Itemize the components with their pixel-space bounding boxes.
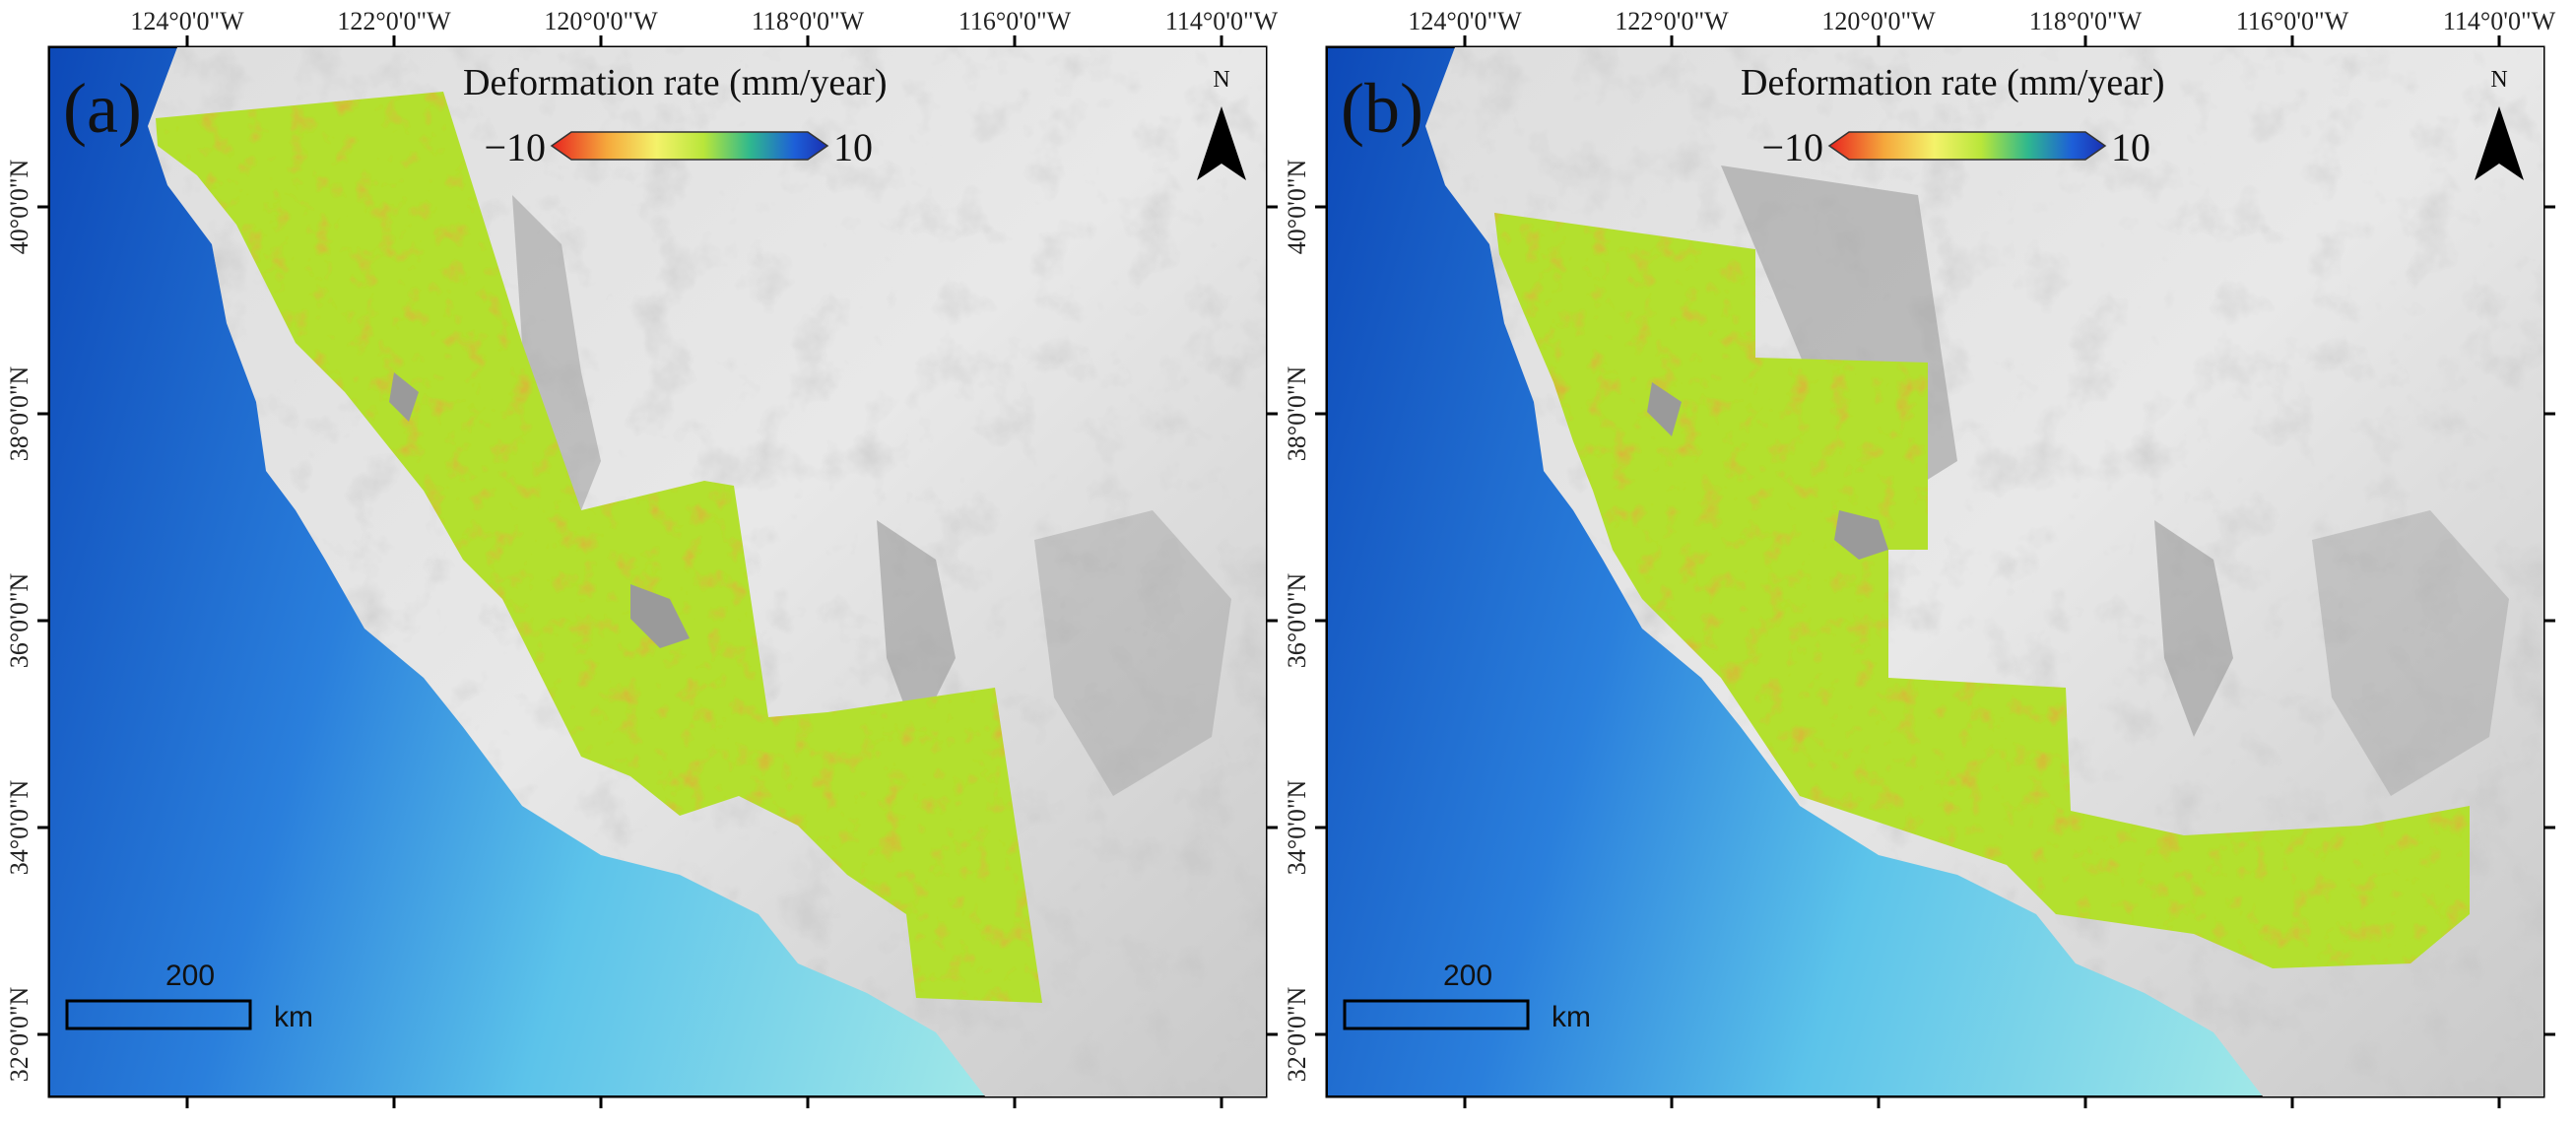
terrain-shading [512, 195, 601, 510]
panel-a: 124°0'0"W 122°0'0"W 120°0'0"W 118°0'0"W … [5, 7, 1279, 1108]
lat-ticks [1315, 205, 2555, 1036]
lon-label: 120°0'0"W [544, 7, 658, 35]
legend-min-label: −10 [484, 125, 546, 169]
lon-label: 114°0'0"W [1165, 7, 1279, 35]
lat-label: 38°0'0"N [5, 366, 33, 462]
lake [389, 372, 419, 422]
north-arrow-icon [2475, 106, 2524, 180]
scale-bar-value: 200 [1443, 960, 1492, 992]
lon-label: 124°0'0"W [130, 7, 244, 35]
scale-bar: 200 km [1343, 960, 1591, 1033]
deformation-coverage [1494, 213, 2470, 968]
legend-max-label: 10 [2111, 125, 2150, 169]
lon-label: 118°0'0"W [2029, 7, 2143, 35]
lat-label: 34°0'0"N [1283, 780, 1311, 876]
panel-b: 124°0'0"W 122°0'0"W 120°0'0"W 118°0'0"W … [1283, 7, 2556, 1108]
terrain-shading [877, 520, 956, 737]
lon-labels: 124°0'0"W 122°0'0"W 120°0'0"W 118°0'0"W … [130, 7, 1278, 35]
lat-label: 40°0'0"N [5, 160, 33, 255]
lat-label: 36°0'0"N [1283, 573, 1311, 669]
lon-label: 116°0'0"W [958, 7, 1072, 35]
legend-title: Deformation rate (mm/year) [1741, 62, 2164, 103]
lat-label: 34°0'0"N [5, 780, 33, 876]
lake [1647, 382, 1682, 436]
scale-bar-value: 200 [165, 960, 215, 992]
lon-label: 124°0'0"W [1408, 7, 1522, 35]
lat-labels: 40°0'0"N 38°0'0"N 36°0'0"N 34°0'0"N 32°0… [5, 160, 33, 1083]
scale-bar-rect [1343, 999, 1530, 1030]
legend-min-label: −10 [1761, 125, 1823, 169]
legend-colorbar [1827, 131, 2107, 161]
lat-labels: 40°0'0"N 38°0'0"N 36°0'0"N 34°0'0"N 32°0… [1283, 160, 1311, 1083]
lat-label: 32°0'0"N [5, 987, 33, 1083]
scale-bar: 200 km [65, 960, 313, 1033]
legend: Deformation rate (mm/year) −10 10 [463, 62, 887, 169]
lon-ticks [1463, 35, 2501, 1108]
north-arrow-icon [1197, 106, 1246, 180]
legend-title: Deformation rate (mm/year) [463, 62, 887, 103]
lon-ticks [185, 35, 1223, 1108]
lake [630, 584, 690, 648]
legend-colorbar [550, 131, 829, 161]
lon-label: 116°0'0"W [2236, 7, 2349, 35]
lon-label: 122°0'0"W [1615, 7, 1729, 35]
panel-label: (a) [63, 69, 142, 148]
scale-bar-unit: km [1552, 1001, 1591, 1033]
lat-ticks [37, 205, 1278, 1036]
lon-label: 120°0'0"W [1821, 7, 1936, 35]
lon-labels: 124°0'0"W 122°0'0"W 120°0'0"W 118°0'0"W … [1408, 7, 2555, 35]
deformation-coverage [156, 92, 1042, 1003]
lon-label: 114°0'0"W [2443, 7, 2556, 35]
north-arrow: N [1197, 67, 1246, 180]
terrain-shading [2154, 520, 2233, 737]
lake [1834, 510, 1888, 560]
legend: Deformation rate (mm/year) −10 10 [1741, 62, 2164, 169]
lat-label: 32°0'0"N [1283, 987, 1311, 1083]
lat-label: 36°0'0"N [5, 573, 33, 669]
terrain-shading [1034, 510, 1231, 796]
lat-label: 40°0'0"N [1283, 160, 1311, 255]
north-label: N [1213, 67, 1229, 93]
north-arrow: N [2475, 67, 2524, 180]
north-label: N [2490, 67, 2507, 93]
scale-bar-unit: km [274, 1001, 313, 1033]
lat-label: 38°0'0"N [1283, 366, 1311, 462]
lon-label: 118°0'0"W [752, 7, 865, 35]
legend-max-label: 10 [833, 125, 873, 169]
lon-label: 122°0'0"W [337, 7, 451, 35]
panel-label: (b) [1341, 69, 1423, 148]
scale-bar-rect [65, 999, 252, 1030]
terrain-shading [2312, 510, 2509, 796]
